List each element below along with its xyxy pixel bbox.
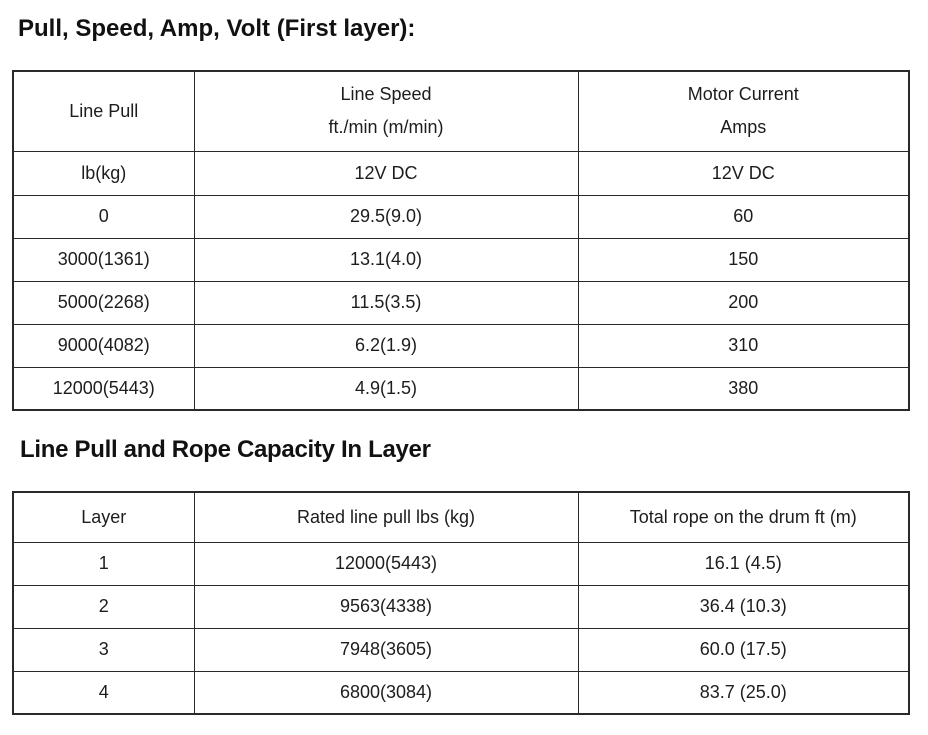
header-label: Line Speed	[340, 84, 432, 105]
table-cell: 83.7 (25.0)	[577, 670, 910, 715]
header-label: Line Pull	[69, 100, 139, 121]
table-cell: 12000(5443)	[193, 541, 579, 586]
table-cell: 4	[12, 670, 195, 715]
table-cell: 60	[577, 194, 910, 239]
unit-cell-voltage: 12V DC	[193, 150, 579, 196]
table-row: 12000(5443) 4.9(1.5) 380	[12, 366, 910, 411]
header-cell-rated-line-pull: Rated line pull lbs (kg)	[193, 491, 579, 543]
section-title-pull-speed: Pull, Speed, Amp, Volt (First layer):	[18, 15, 416, 42]
pull-speed-amp-table: Line Pull Line Speed ft./min (m/min) Mot…	[12, 70, 910, 411]
table-cell: 6.2(1.9)	[193, 323, 579, 368]
rope-capacity-table: Layer Rated line pull lbs (kg) Total rop…	[12, 491, 910, 715]
table-cell: 1	[12, 541, 195, 586]
table-cell: 6800(3084)	[193, 670, 579, 715]
table-row: 3000(1361) 13.1(4.0) 150	[12, 237, 910, 282]
table-row: 5000(2268) 11.5(3.5) 200	[12, 280, 910, 325]
header-cell-layer: Layer	[12, 491, 195, 543]
unit-cell-voltage: 12V DC	[577, 150, 910, 196]
table-row: 0 29.5(9.0) 60	[12, 194, 910, 239]
header-unit-label: Amps	[720, 117, 767, 138]
header-cell-motor-current: Motor Current Amps	[577, 70, 910, 152]
table-cell: 9000(4082)	[12, 323, 195, 368]
table-row: 3 7948(3605) 60.0 (17.5)	[12, 627, 910, 672]
table-cell: 0	[12, 194, 195, 239]
header-cell-total-rope: Total rope on the drum ft (m)	[577, 491, 910, 543]
table-cell: 16.1 (4.5)	[577, 541, 910, 586]
table-cell: 7948(3605)	[193, 627, 579, 672]
table-row: 9000(4082) 6.2(1.9) 310	[12, 323, 910, 368]
header-label: Motor Current	[687, 84, 799, 105]
table-cell: 13.1(4.0)	[193, 237, 579, 282]
table-cell: 36.4 (10.3)	[577, 584, 910, 629]
table-cell: 150	[577, 237, 910, 282]
table-cell: 2	[12, 584, 195, 629]
table-cell: 9563(4338)	[193, 584, 579, 629]
table-cell: 380	[577, 366, 910, 411]
table-row: 4 6800(3084) 83.7 (25.0)	[12, 670, 910, 715]
unit-cell-lb-kg: lb(kg)	[12, 150, 195, 196]
table-row: 1 12000(5443) 16.1 (4.5)	[12, 541, 910, 586]
table-cell: 3	[12, 627, 195, 672]
table-cell: 11.5(3.5)	[193, 280, 579, 325]
header-cell-line-pull: Line Pull	[12, 70, 195, 152]
table-cell: 60.0 (17.5)	[577, 627, 910, 672]
header-cell-line-speed: Line Speed ft./min (m/min)	[193, 70, 579, 152]
table-cell: 310	[577, 323, 910, 368]
table-unit-row: lb(kg) 12V DC 12V DC	[12, 150, 910, 196]
table-cell: 200	[577, 280, 910, 325]
header-unit-label: ft./min (m/min)	[328, 117, 444, 138]
table-cell: 12000(5443)	[12, 366, 195, 411]
section-title-rope-capacity: Line Pull and Rope Capacity In Layer	[20, 436, 431, 463]
table-cell: 3000(1361)	[12, 237, 195, 282]
table-cell: 4.9(1.5)	[193, 366, 579, 411]
table-header-row: Layer Rated line pull lbs (kg) Total rop…	[12, 491, 910, 543]
table-header-row: Line Pull Line Speed ft./min (m/min) Mot…	[12, 70, 910, 152]
table-cell: 5000(2268)	[12, 280, 195, 325]
table-cell: 29.5(9.0)	[193, 194, 579, 239]
table-row: 2 9563(4338) 36.4 (10.3)	[12, 584, 910, 629]
